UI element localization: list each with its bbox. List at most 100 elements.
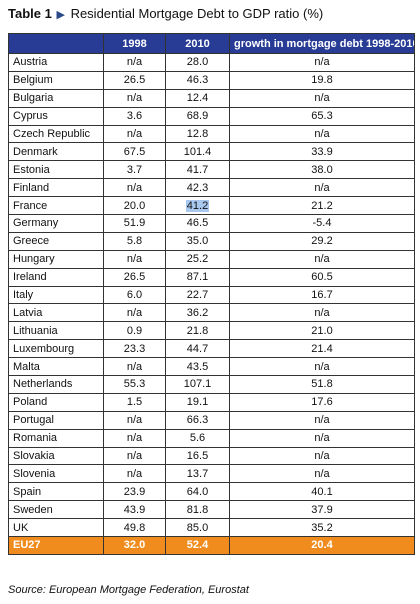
cell-country: Estonia <box>8 160 104 180</box>
cell-1998: n/a <box>103 124 166 144</box>
cell-growth: 65.3 <box>229 106 415 126</box>
table-row: Lithuania 0.9 21.8 21.0 <box>8 321 415 341</box>
cell-2010: 22.7 <box>165 285 230 305</box>
table-number: Table 1 <box>8 6 52 21</box>
table-row: Denmark 67.5 101.4 33.9 <box>8 142 415 162</box>
cell-growth: 21.2 <box>229 196 415 216</box>
table-row: Sweden 43.9 81.8 37.9 <box>8 500 415 520</box>
cell-country: Latvia <box>8 303 104 323</box>
cell-country: Hungary <box>8 249 104 269</box>
cell-country: Malta <box>8 357 104 377</box>
cell-2010: 42.3 <box>165 178 230 198</box>
cell-growth: 38.0 <box>229 160 415 180</box>
cell-1998: 26.5 <box>103 70 166 90</box>
cell-1998: 51.9 <box>103 214 166 233</box>
cell-country: Sweden <box>8 500 104 520</box>
cell-country: Czech Republic <box>8 124 104 144</box>
cell-2010: 41.7 <box>165 160 230 180</box>
cell-country: Portugal <box>8 410 104 430</box>
table-row: Latvia n/a 36.2 n/a <box>8 303 415 323</box>
cell-2010: 64.0 <box>165 482 230 502</box>
table-row: Czech Republic n/a 12.8 n/a <box>8 124 415 144</box>
cell-country: Denmark <box>8 142 104 162</box>
cell-2010: 101.4 <box>165 142 230 162</box>
cell-growth: 29.2 <box>229 231 415 251</box>
cell-country: UK <box>8 518 104 538</box>
table-row: France 20.0 41.2 21.2 <box>8 196 415 216</box>
table-row: Bulgaria n/a 12.4 n/a <box>8 88 415 108</box>
table-row: Netherlands 55.3 107.1 51.8 <box>8 375 415 394</box>
cell-1998: 20.0 <box>103 196 166 216</box>
cell-2010: 85.0 <box>165 518 230 538</box>
table-row: Greece 5.8 35.0 29.2 <box>8 231 415 251</box>
table-row: Austria n/a 28.0 n/a <box>8 53 415 72</box>
header-2010: 2010 <box>165 33 230 54</box>
cell-country: Lithuania <box>8 321 104 341</box>
cell-growth: n/a <box>229 464 415 484</box>
cell-growth: 37.9 <box>229 500 415 520</box>
cell-country: Netherlands <box>8 375 104 394</box>
cell-growth: 60.5 <box>229 267 415 287</box>
cell-growth: n/a <box>229 53 415 72</box>
cell-growth: n/a <box>229 88 415 108</box>
cell-2010: 5.6 <box>165 428 230 448</box>
cell-2010: 19.1 <box>165 392 230 412</box>
cell-country: Ireland <box>8 267 104 287</box>
cell-1998: 0.9 <box>103 321 166 341</box>
cell-1998: 26.5 <box>103 267 166 287</box>
cell-2010: 35.0 <box>165 231 230 251</box>
cell-2010: 46.3 <box>165 70 230 90</box>
header-row: 1998 2010 growth in mortgage debt 1998-2… <box>8 33 415 54</box>
table-row: Hungary n/a 25.2 n/a <box>8 249 415 269</box>
cell-growth: n/a <box>229 249 415 269</box>
cell-2010: 12.8 <box>165 124 230 144</box>
table-row: Poland 1.5 19.1 17.6 <box>8 392 415 412</box>
cell-2010: 46.5 <box>165 214 230 233</box>
table-row: Malta n/a 43.5 n/a <box>8 357 415 377</box>
cell-growth: 51.8 <box>229 375 415 394</box>
cell-2010-highlighted: 41.2 <box>165 196 230 216</box>
cell-1998: n/a <box>103 464 166 484</box>
cell-growth: 21.0 <box>229 321 415 341</box>
cell-country: Poland <box>8 392 104 412</box>
cell-1998: n/a <box>103 357 166 377</box>
cell-growth: n/a <box>229 410 415 430</box>
cell-1998: n/a <box>103 303 166 323</box>
cell-growth: 40.1 <box>229 482 415 502</box>
cell-1998: 5.8 <box>103 231 166 251</box>
cell-growth: 21.4 <box>229 339 415 359</box>
cell-growth: n/a <box>229 124 415 144</box>
cell-growth: n/a <box>229 428 415 448</box>
selection-highlight: 41.2 <box>185 199 210 212</box>
cell-growth: -5.4 <box>229 214 415 233</box>
table-row: Finland n/a 42.3 n/a <box>8 178 415 198</box>
cell-1998: 23.9 <box>103 482 166 502</box>
cell-country: France <box>8 196 104 216</box>
cell-country: Belgium <box>8 70 104 90</box>
cell-2010: 25.2 <box>165 249 230 269</box>
source-note: Source: European Mortgage Federation, Eu… <box>8 584 249 596</box>
table-row: Estonia 3.7 41.7 38.0 <box>8 160 415 180</box>
table-row: Romania n/a 5.6 n/a <box>8 428 415 448</box>
cell-country: Austria <box>8 53 104 72</box>
header-country <box>8 33 104 54</box>
cell-1998: n/a <box>103 88 166 108</box>
cell-2010: 87.1 <box>165 267 230 287</box>
triangle-right-icon: ▶ <box>56 9 65 21</box>
cell-1998: 55.3 <box>103 375 166 394</box>
cell-country: Cyprus <box>8 106 104 126</box>
cell-2010: 43.5 <box>165 357 230 377</box>
table-body: Austria n/a 28.0 n/a Belgium 26.5 46.3 19.8 Bulg… <box>8 53 415 538</box>
cell-growth: n/a <box>229 357 415 377</box>
cell-country: Finland <box>8 178 104 198</box>
cell-country: Bulgaria <box>8 88 104 108</box>
cell-2010: 36.2 <box>165 303 230 323</box>
cell-1998: 67.5 <box>103 142 166 162</box>
table-row: Slovakia n/a 16.5 n/a <box>8 446 415 466</box>
cell-2010: 16.5 <box>165 446 230 466</box>
cell-country: Italy <box>8 285 104 305</box>
cell-growth: n/a <box>229 178 415 198</box>
cell-growth: 17.6 <box>229 392 415 412</box>
cell-1998: 6.0 <box>103 285 166 305</box>
cell-growth: 35.2 <box>229 518 415 538</box>
